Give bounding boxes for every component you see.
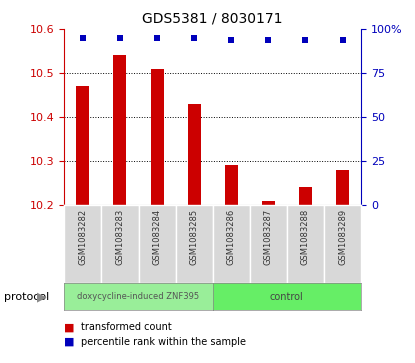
Text: percentile rank within the sample: percentile rank within the sample [81, 337, 246, 347]
Bar [299, 187, 312, 205]
Point [265, 37, 272, 42]
Bar [336, 170, 349, 205]
Text: GSM1083283: GSM1083283 [115, 209, 124, 265]
Text: doxycycline-induced ZNF395: doxycycline-induced ZNF395 [78, 292, 200, 301]
Bar [76, 86, 89, 205]
Bar [188, 104, 200, 205]
Text: GSM1083288: GSM1083288 [301, 209, 310, 265]
Point [339, 37, 346, 42]
Point [228, 37, 234, 42]
Point [80, 35, 86, 41]
Text: GSM1083285: GSM1083285 [190, 209, 199, 265]
Text: GSM1083282: GSM1083282 [78, 209, 88, 265]
Text: GSM1083284: GSM1083284 [153, 209, 161, 265]
Bar [151, 69, 164, 205]
Text: ▶: ▶ [37, 290, 46, 303]
Point [302, 37, 309, 42]
Text: ■: ■ [64, 322, 75, 333]
Bar [225, 166, 238, 205]
Text: protocol: protocol [4, 292, 49, 302]
Text: control: control [270, 292, 304, 302]
Title: GDS5381 / 8030171: GDS5381 / 8030171 [142, 11, 283, 25]
Text: ■: ■ [64, 337, 75, 347]
Point [191, 35, 198, 41]
Bar [113, 56, 127, 205]
Bar [262, 201, 275, 205]
Point [154, 35, 160, 41]
Point [117, 35, 123, 41]
Text: GSM1083286: GSM1083286 [227, 209, 236, 265]
Text: GSM1083289: GSM1083289 [338, 209, 347, 265]
Text: GSM1083287: GSM1083287 [264, 209, 273, 265]
Text: transformed count: transformed count [81, 322, 172, 333]
